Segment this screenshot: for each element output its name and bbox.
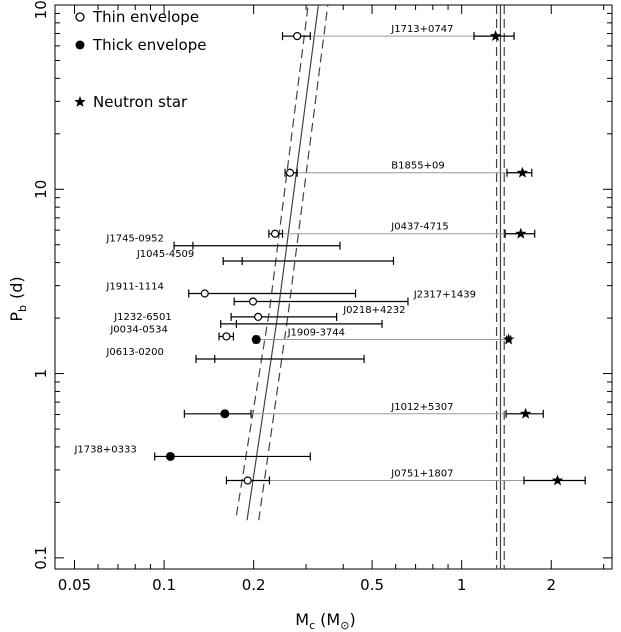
thin-envelope-marker bbox=[254, 312, 263, 322]
neutron-star-point bbox=[523, 474, 586, 486]
pulsar-label: J0218+4232 bbox=[342, 305, 405, 316]
pulsar-label: J2317+1439 bbox=[413, 290, 476, 301]
pulsar-label: J0437-4715 bbox=[390, 222, 448, 233]
neutron-star-marker bbox=[502, 333, 515, 345]
pulsar-label: J1745-0952 bbox=[105, 234, 163, 245]
relation-curve-main bbox=[246, 4, 319, 521]
pulsar-label: J1232-6501 bbox=[113, 312, 171, 323]
x-tick-label: 0.5 bbox=[360, 576, 384, 594]
axes: 0.05 0.1 0.2 0.5 1 2 0.1 1 10 100 bbox=[32, 0, 613, 594]
relation-curve-lower bbox=[258, 4, 329, 521]
thick-envelope-marker bbox=[251, 335, 261, 345]
pulsar-label: J1012+5307 bbox=[390, 402, 453, 413]
neutron-star-marker bbox=[516, 166, 529, 178]
neutron-star-point bbox=[504, 227, 536, 239]
pulsar-j2317p1439: J2317+1439 bbox=[233, 290, 476, 306]
thin-envelope-marker bbox=[222, 332, 231, 341]
pulsar-label: B1855+09 bbox=[391, 161, 444, 172]
y-tick-label: 1 bbox=[32, 369, 50, 379]
pulsar-j1713p0747: J1713+0747 bbox=[281, 24, 454, 41]
pulsar-j1911m1114: J1911-1114 bbox=[105, 281, 357, 298]
x-axis-label: Mc (M⊙) bbox=[295, 610, 355, 632]
neutron-star-marker bbox=[515, 227, 527, 239]
pulsar-label: J1738+0333 bbox=[73, 444, 136, 455]
x-tick-label: 2 bbox=[546, 576, 556, 594]
pulsar-j0437m4715: J0437-4715 bbox=[268, 222, 449, 238]
pulsar-label: J1911-1114 bbox=[105, 281, 163, 292]
pulsar-j1738p0333: J1738+0333 bbox=[73, 444, 311, 461]
thin-envelope-marker bbox=[248, 297, 258, 306]
thin-envelope-marker bbox=[285, 168, 295, 177]
pulsar-j0034m0534: J0034-0534 bbox=[109, 324, 235, 341]
legend-star-icon bbox=[74, 96, 86, 107]
pulsar-j0751p1807: J0751+1807 bbox=[225, 468, 454, 485]
pulsar-j1012p5307: J1012+5307 bbox=[183, 402, 454, 419]
neutron-star-point bbox=[473, 30, 515, 41]
neutron-star-marker bbox=[551, 474, 564, 486]
pulsar-label: J0751+1807 bbox=[390, 468, 453, 479]
neutron-star-point bbox=[506, 166, 533, 178]
legend-item-open-circle: Thin envelope bbox=[75, 8, 199, 26]
pulsar-label: J0034-0534 bbox=[109, 324, 167, 335]
pulsar-j1232m6501: J1232-6501 bbox=[113, 312, 383, 328]
y-tick-label: 0.1 bbox=[32, 546, 50, 570]
legend-open-circle-icon bbox=[75, 12, 85, 22]
thick-envelope-marker bbox=[220, 409, 230, 419]
legend-label: Thin envelope bbox=[92, 8, 199, 26]
pulsar-label: J1909-3744 bbox=[287, 328, 345, 339]
legend-filled-circle-icon bbox=[75, 40, 85, 50]
legend-item-star: Neutron star bbox=[74, 93, 188, 111]
x-tick-label: 1 bbox=[457, 576, 467, 594]
pulsar-label: J0613-0200 bbox=[105, 347, 163, 358]
pulsar-j1909m3744: J1909-3744 bbox=[251, 328, 345, 345]
pulsar-label: J1045-4509 bbox=[136, 249, 194, 260]
pulsar-j1745m0952: J1745-0952 bbox=[105, 234, 341, 250]
pulsar-label: J1713+0747 bbox=[390, 24, 453, 35]
neutron-star-marker bbox=[489, 30, 502, 41]
thin-envelope-marker bbox=[243, 476, 252, 485]
legend-label: Neutron star bbox=[93, 93, 188, 111]
legend-label: Thick envelope bbox=[92, 36, 206, 54]
y-tick-label: 10 bbox=[32, 180, 50, 199]
neutron-star-point bbox=[502, 333, 515, 345]
relation-curves bbox=[235, 4, 505, 569]
pulsar-j0613m0200: J0613-0200 bbox=[105, 347, 365, 363]
neutron-star-point bbox=[505, 407, 544, 419]
pulsar-j0218p4232: J0218+4232 bbox=[230, 305, 405, 322]
data-points: J1713+0747 B1855+09 J0437-4715 J1745-0952 J1… bbox=[73, 24, 586, 486]
x-tick-label: 0.05 bbox=[58, 576, 91, 594]
plot-frame bbox=[54, 4, 613, 570]
x-tick-label: 0.1 bbox=[152, 576, 176, 594]
x-tick-label: 0.2 bbox=[242, 576, 266, 594]
pulsar-j1045m4509: J1045-4509 bbox=[136, 249, 395, 266]
relation-curve-upper bbox=[235, 4, 309, 516]
thin-envelope-marker bbox=[270, 229, 280, 238]
y-axis-label: Pb(d) bbox=[7, 276, 29, 321]
thin-envelope-marker bbox=[200, 289, 209, 298]
legend: Thin envelope Thick envelope Neutron star bbox=[74, 8, 206, 111]
thin-envelope-marker bbox=[293, 32, 302, 41]
pulsar-b1855p09: B1855+09 bbox=[284, 161, 445, 177]
legend-item-filled-circle: Thick envelope bbox=[75, 36, 206, 54]
thick-envelope-marker bbox=[165, 451, 175, 461]
y-tick-label: 100 bbox=[32, 0, 50, 19]
neutron-star-marker bbox=[519, 407, 532, 419]
